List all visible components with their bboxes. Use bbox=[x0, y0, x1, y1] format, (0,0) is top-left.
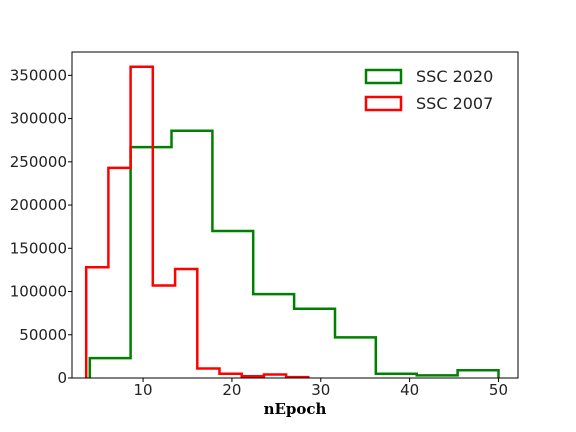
x-tick-label: 30 bbox=[311, 381, 330, 399]
x-axis-label: nEpoch bbox=[264, 400, 327, 418]
series-layer bbox=[84, 65, 500, 379]
legend-label-ssc-2007: SSC 2007 bbox=[416, 94, 493, 113]
histogram-series-ssc-2007 bbox=[84, 65, 310, 379]
x-tick-label: 20 bbox=[222, 381, 241, 399]
legend-swatch-ssc-2020 bbox=[364, 68, 403, 85]
y-tick-label: 0 bbox=[57, 369, 67, 387]
y-tick-label: 150000 bbox=[10, 239, 67, 257]
y-tick-label: 50000 bbox=[19, 326, 67, 344]
y-tick-label: 100000 bbox=[10, 283, 67, 301]
y-axis: 0 50000 100000 150000 200000 250000 300000 3500… bbox=[10, 66, 72, 387]
y-tick-label: 200000 bbox=[10, 196, 67, 214]
legend-label-ssc-2020: SSC 2020 bbox=[416, 67, 493, 86]
y-tick-label: 350000 bbox=[10, 66, 67, 84]
y-tick-label: 300000 bbox=[10, 110, 67, 128]
x-tick-label: 10 bbox=[134, 381, 153, 399]
legend-swatch-ssc-2007 bbox=[364, 95, 403, 112]
x-axis: 10 20 30 40 50 bbox=[134, 378, 508, 399]
legend: SSC 2020 SSC 2007 bbox=[364, 67, 493, 113]
histogram-series-ssc-2020 bbox=[88, 129, 500, 378]
plot-frame bbox=[71, 51, 519, 379]
y-tick-label: 250000 bbox=[10, 153, 67, 171]
x-tick-label: 50 bbox=[489, 381, 508, 399]
x-tick-label: 40 bbox=[400, 381, 419, 399]
plot-background bbox=[72, 52, 518, 378]
